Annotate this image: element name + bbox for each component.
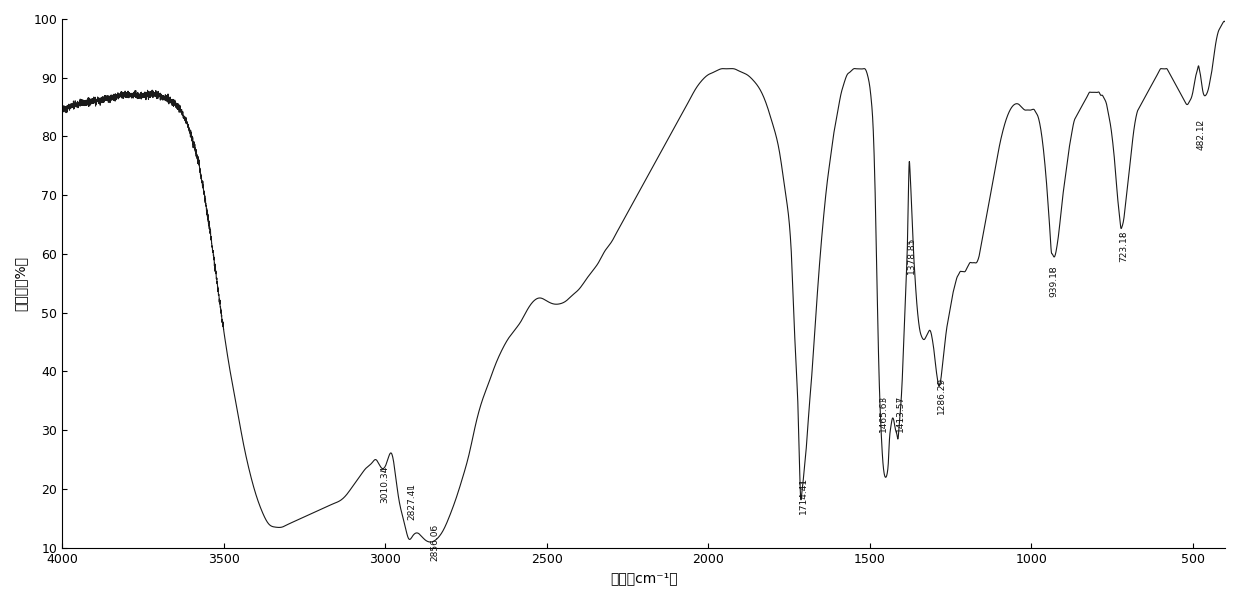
Text: 1465.63: 1465.63 [880, 395, 888, 432]
Text: 3010.34: 3010.34 [380, 465, 389, 503]
Y-axis label: 透过率（%）: 透过率（%） [14, 256, 28, 311]
Text: 1286.29: 1286.29 [937, 377, 947, 415]
X-axis label: 波数（cm⁻¹）: 波数（cm⁻¹） [610, 571, 678, 585]
Text: 2827.41: 2827.41 [408, 483, 416, 520]
Text: 1714.41: 1714.41 [799, 477, 808, 515]
Text: 1378.85: 1378.85 [907, 236, 917, 274]
Text: 723.18: 723.18 [1119, 231, 1127, 262]
Text: 939.18: 939.18 [1049, 266, 1058, 297]
Text: 1413.57: 1413.57 [896, 395, 904, 432]
Text: 482.12: 482.12 [1197, 119, 1206, 150]
Text: 2856.06: 2856.06 [430, 524, 440, 561]
